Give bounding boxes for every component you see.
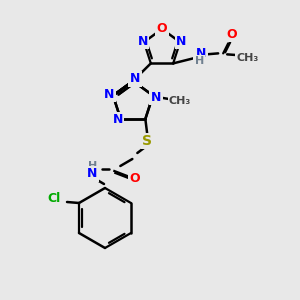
Text: N: N	[138, 34, 148, 48]
Text: N: N	[104, 88, 114, 101]
Text: CH₃: CH₃	[236, 53, 258, 63]
Text: O: O	[129, 172, 140, 185]
Text: H: H	[194, 56, 204, 66]
Text: N: N	[196, 47, 206, 60]
Text: N: N	[151, 91, 161, 104]
Text: O: O	[227, 28, 238, 41]
Text: O: O	[157, 22, 167, 35]
Text: CH₃: CH₃	[169, 95, 191, 106]
Text: Cl: Cl	[47, 193, 61, 206]
Text: S: S	[142, 134, 152, 148]
Text: H: H	[88, 161, 97, 171]
Text: N: N	[176, 34, 186, 48]
Text: N: N	[130, 73, 140, 85]
Text: N: N	[112, 113, 123, 127]
Text: N: N	[87, 167, 98, 181]
